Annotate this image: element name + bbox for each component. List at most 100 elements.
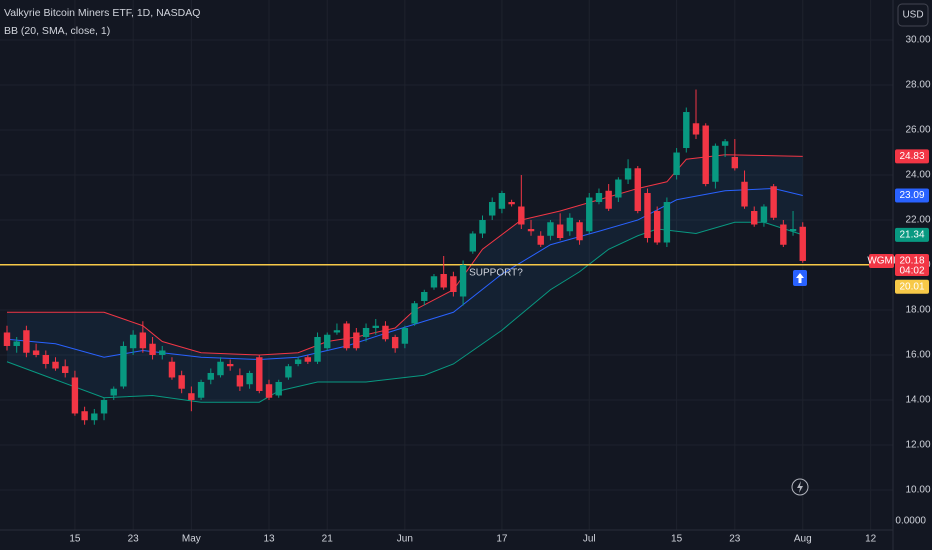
candle-body (32, 350, 40, 355)
price-tag-label: 24.83 (899, 151, 924, 162)
candle-body (110, 388, 117, 396)
candle-body (566, 217, 574, 232)
candle-body (634, 168, 641, 212)
y-tick-label: 10.00 (905, 485, 930, 496)
candle-body (653, 211, 661, 243)
plot: SUPPORT? (0, 89, 893, 425)
candle-body (246, 372, 253, 385)
candle-body (401, 327, 409, 344)
candle-body (421, 291, 428, 301)
candle-body (236, 375, 244, 387)
candle-body (440, 273, 447, 288)
candle-body (197, 381, 205, 398)
price-tag (895, 149, 929, 164)
candle-body (683, 112, 690, 149)
x-tick-label: 15 (69, 534, 81, 545)
candle-body (615, 179, 622, 198)
candle-body (489, 202, 496, 216)
candle-body (353, 332, 360, 349)
lightning-icon[interactable] (791, 478, 809, 496)
y-tick-label: 30.00 (905, 35, 930, 46)
candle-body (226, 363, 234, 367)
x-tick-label: 23 (729, 534, 741, 545)
candle-body (178, 375, 185, 389)
candle-body (702, 125, 709, 185)
candle-body (139, 332, 147, 349)
candle-body (304, 357, 312, 362)
candle-body (207, 372, 214, 380)
x-tick-label: Aug (794, 534, 812, 545)
y-tick-label: 22.00 (905, 215, 930, 226)
x-tick-label: May (182, 534, 201, 545)
x-tick-label: 23 (128, 534, 140, 545)
y-tick-label: 26.00 (905, 125, 930, 136)
price-tag-label: 20.01 (899, 281, 924, 292)
candle-body (81, 411, 88, 421)
annotation: SUPPORT? (469, 267, 523, 278)
candle-body (275, 381, 282, 396)
price-tag-label: 21.34 (899, 229, 924, 240)
symbol-label: WGMI (867, 256, 895, 267)
candle-body (62, 366, 69, 373)
countdown-label: 04:02 (899, 266, 924, 277)
candle-body (576, 222, 583, 241)
candle-body (333, 330, 341, 333)
candle-body (751, 211, 758, 225)
candle-body (731, 157, 739, 169)
currency-label[interactable]: USD (902, 10, 923, 21)
candle-body (100, 399, 108, 414)
candle-body (586, 197, 593, 232)
x-tick-label: 12 (865, 534, 877, 545)
price-tag-label: 23.09 (899, 190, 924, 201)
candle-body (721, 141, 729, 146)
price-tag (895, 253, 929, 276)
symbol-tag (869, 253, 894, 268)
candle-body (760, 206, 768, 223)
y-tick-label: 18.00 (905, 305, 930, 316)
y-tick-label: 12.00 (905, 440, 930, 451)
lightning-glyph (797, 481, 803, 493)
candle-body (372, 325, 379, 328)
candle-body (663, 202, 671, 243)
candle-body (168, 361, 176, 378)
band-line (6, 188, 803, 360)
candle-body (624, 168, 632, 180)
candle-body (382, 325, 389, 340)
x-tick-label: 17 (496, 534, 508, 545)
candle-body (789, 229, 797, 232)
candle-body (770, 186, 777, 218)
candle-body (324, 334, 331, 349)
currency-button[interactable] (897, 3, 929, 27)
candle-body (547, 222, 554, 236)
x-tick-label: 13 (263, 534, 275, 545)
candle-body (469, 233, 476, 252)
y-tick-label: 24.00 (905, 170, 930, 181)
candle-body (149, 343, 156, 355)
candle-body (430, 276, 438, 288)
candle-body (13, 341, 20, 346)
candle-body (159, 350, 166, 355)
band-line (6, 221, 803, 403)
candle-body (780, 224, 787, 245)
candle-body (265, 384, 273, 398)
candle-body (129, 334, 137, 349)
candle-body (673, 152, 680, 176)
candle-body (712, 145, 719, 182)
candle-body (285, 366, 292, 378)
candle-body (450, 276, 457, 292)
candle-body (91, 413, 98, 421)
lower-pane-label: 0.0000 (895, 516, 926, 527)
y-tick-label: 28.00 (905, 80, 930, 91)
x-tick-label: Jun (397, 534, 413, 545)
candle-body (391, 336, 399, 349)
candle-body (479, 220, 486, 234)
candle-body (42, 354, 50, 364)
band-fill (6, 154, 803, 403)
candle-body (362, 327, 370, 337)
candle-body (343, 323, 350, 349)
candle-body (537, 235, 544, 245)
arrow-up-icon (796, 273, 804, 283)
price-tag (895, 188, 929, 203)
x-tick-label: 15 (671, 534, 683, 545)
